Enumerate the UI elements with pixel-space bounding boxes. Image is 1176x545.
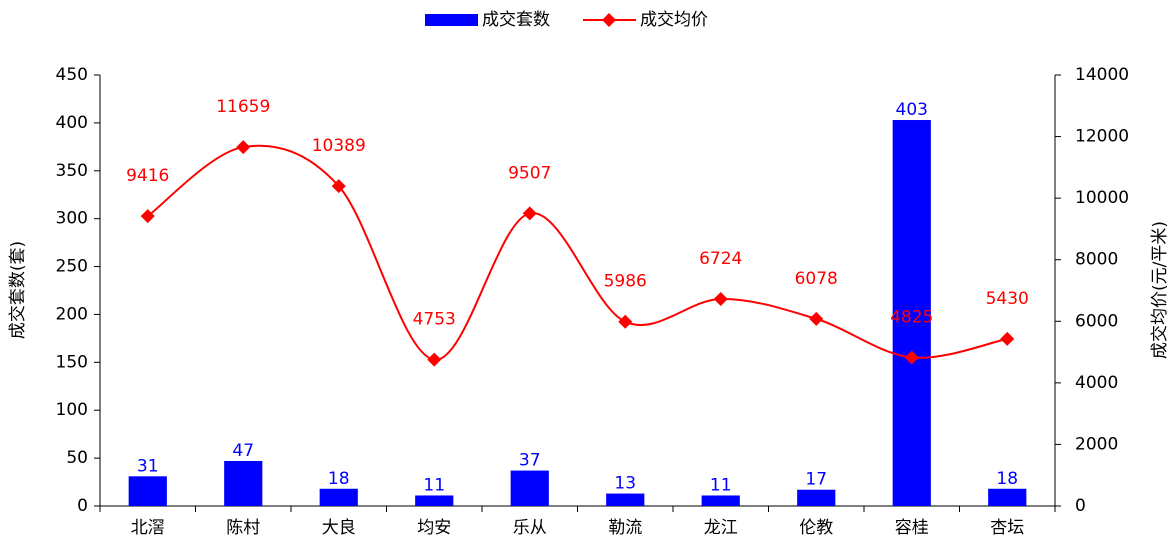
line-marker [618,314,633,329]
y-tick-label: 50 [66,448,88,468]
y2-axis-title: 成交均价(元/平米) [1150,221,1170,359]
bar-value-label: 17 [805,470,827,490]
y2-tick-label: 8000 [1075,250,1118,270]
y2-tick-label: 0 [1075,496,1086,516]
y-tick-label: 300 [56,209,88,229]
x-tick-label: 均安 [417,518,451,538]
x-tick-label: 伦教 [799,518,833,538]
bar [319,488,358,506]
x-tick-label: 勒流 [608,518,642,538]
bar [510,470,549,506]
x-tick-label: 陈村 [226,518,260,538]
line-value-label: 9507 [508,163,551,183]
line-value-label: 5430 [986,289,1029,309]
bar [797,489,836,506]
line-marker [427,352,442,367]
line-marker [713,291,728,306]
bar [415,495,454,506]
y-tick-label: 450 [56,65,88,85]
line-value-label: 4825 [890,307,933,327]
line-value-label: 6078 [795,269,838,289]
x-tick-label: 杏坛 [990,518,1024,538]
y-tick-label: 150 [56,352,88,372]
legend-swatch-marker [602,13,616,27]
line-value-label: 11659 [216,97,270,117]
line-marker [1000,331,1015,346]
bar [224,460,263,506]
y2-tick-label: 4000 [1075,373,1118,393]
legend-swatch [425,14,478,26]
y2-tick-label: 2000 [1075,434,1118,454]
bar-value-label: 37 [519,451,541,471]
y2-tick-label: 12000 [1075,127,1129,147]
line-marker [140,209,155,224]
y-tick-label: 200 [56,304,88,324]
bar [606,493,645,506]
bar-value-label: 11 [710,475,732,495]
y-tick-label: 250 [56,257,88,277]
bar [988,488,1027,506]
bar-value-label: 18 [996,469,1018,489]
y-tick-label: 0 [77,496,88,516]
bar-value-label: 18 [328,469,350,489]
x-tick-label: 北滘 [131,518,165,538]
bar [892,120,931,506]
line-marker [236,140,251,155]
line-value-label: 10389 [312,136,366,156]
bar-value-label: 31 [137,456,159,476]
x-tick-label: 龙江 [704,518,738,538]
y2-tick-label: 6000 [1075,311,1118,331]
bar-value-label: 11 [423,475,445,495]
line-value-label: 6724 [699,249,742,269]
x-tick-label: 乐从 [513,518,547,538]
y-tick-label: 400 [56,113,88,133]
line-marker [331,179,346,194]
bar-value-label: 403 [896,100,928,120]
bar-value-label: 47 [232,441,254,461]
line-value-label: 4753 [413,310,456,330]
line-marker [904,350,919,365]
y-tick-label: 100 [56,400,88,420]
y-tick-label: 350 [56,161,88,181]
y2-tick-label: 14000 [1075,65,1129,85]
bar [128,476,167,506]
y-axis-title: 成交套数(套) [8,241,28,339]
legend-label: 成交均价 [640,10,708,30]
legend-label: 成交套数 [482,10,550,30]
line-marker [522,206,537,221]
line-marker [809,311,824,326]
bar-value-label: 13 [614,474,636,494]
line-value-label: 9416 [126,166,169,186]
x-tick-label: 大良 [322,518,356,538]
y2-tick-label: 10000 [1075,188,1129,208]
line [147,144,1008,361]
line-value-label: 5986 [604,272,647,292]
x-tick-label: 容桂 [895,518,929,538]
bar [701,495,740,506]
